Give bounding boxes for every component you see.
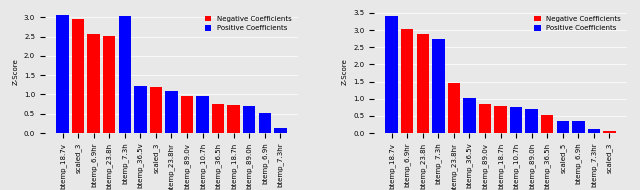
Bar — [479, 104, 492, 133]
Bar — [212, 104, 224, 133]
Bar — [604, 131, 616, 133]
Bar — [196, 96, 209, 133]
Bar — [165, 91, 178, 133]
Legend: Negative Coefficients, Positive Coefficients: Negative Coefficients, Positive Coeffici… — [531, 13, 624, 34]
Bar — [541, 115, 554, 133]
Bar — [118, 17, 131, 133]
Bar — [448, 83, 460, 133]
Bar — [494, 106, 507, 133]
Bar — [510, 107, 522, 133]
Bar — [463, 98, 476, 133]
Bar — [401, 29, 413, 133]
Bar — [557, 121, 569, 133]
Bar — [150, 87, 162, 133]
Bar — [134, 86, 147, 133]
Bar — [274, 128, 287, 133]
Bar — [259, 113, 271, 133]
Bar — [56, 15, 68, 133]
Bar — [588, 129, 600, 133]
Bar — [243, 106, 255, 133]
Y-axis label: Z-Score: Z-Score — [342, 58, 348, 85]
Y-axis label: Z-Score: Z-Score — [12, 58, 19, 85]
Bar — [417, 34, 429, 133]
Legend: Negative Coefficients, Positive Coefficients: Negative Coefficients, Positive Coeffici… — [202, 13, 294, 34]
Bar — [180, 96, 193, 133]
Bar — [572, 121, 584, 133]
Bar — [103, 36, 115, 133]
Bar — [432, 39, 445, 133]
Bar — [88, 34, 100, 133]
Bar — [72, 19, 84, 133]
Bar — [227, 105, 240, 133]
Bar — [525, 109, 538, 133]
Bar — [385, 16, 398, 133]
